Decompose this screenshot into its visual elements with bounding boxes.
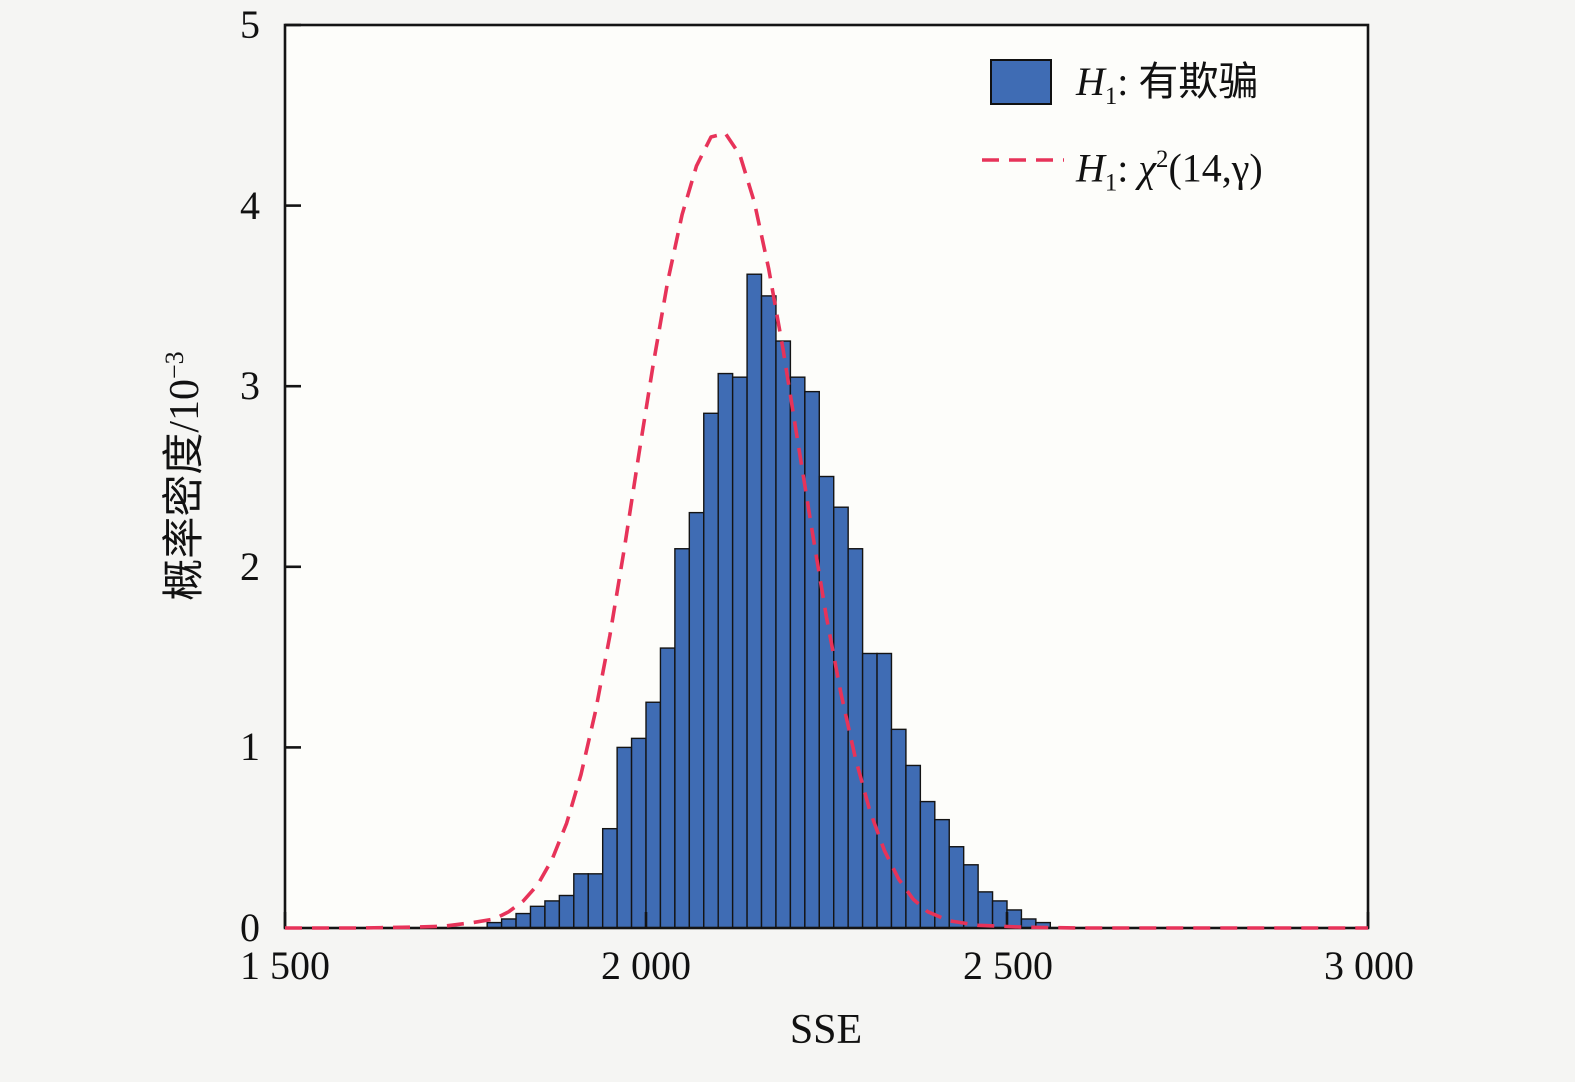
legend-entry-histogram: H1: 有欺骗 — [1076, 58, 1258, 121]
histogram-bar — [861, 652, 878, 929]
legend-2-chi: χ — [1138, 145, 1157, 191]
x-tick-label-3: 3 000 — [1324, 943, 1414, 988]
y-tick-label-0: 0 — [240, 905, 260, 950]
histogram-bar — [616, 746, 633, 929]
histogram-bar — [674, 548, 691, 929]
histogram-bar — [558, 894, 575, 929]
y-axis-label-text: 概率密度/10 — [162, 379, 208, 601]
histogram-bar — [717, 372, 734, 929]
histogram-bar — [529, 905, 546, 929]
x-tick-label-2: 2 500 — [963, 943, 1053, 988]
chi-squared-curve — [285, 131, 1368, 930]
y-axis-label: 概率密度/10−3 — [150, 271, 208, 681]
histogram-bar — [934, 818, 950, 929]
histogram-bar — [703, 412, 719, 929]
histogram-bar — [876, 652, 893, 929]
axes-frame — [283, 23, 1370, 930]
histogram-bar — [544, 900, 561, 929]
legend-2-chi-exponent: 2 — [1156, 146, 1169, 173]
x-tick-label-1: 2 000 — [601, 943, 691, 988]
y-tick-label-3: 3 — [240, 363, 260, 408]
legend-2-text: : — [1117, 145, 1139, 191]
histogram-bar — [630, 737, 647, 929]
histogram-bar — [775, 340, 792, 929]
histogram-bar — [789, 376, 806, 929]
y-tick-label-1: 1 — [240, 724, 260, 769]
histogram-bar — [645, 701, 662, 929]
histogram-bar — [515, 912, 532, 929]
histogram-bar — [659, 647, 676, 929]
histogram-bar — [746, 273, 763, 929]
y-tick-label-2: 2 — [240, 544, 260, 589]
histogram-bar — [991, 900, 1008, 929]
histogram-bar — [890, 728, 907, 929]
x-tick-label-0: 1 500 — [240, 943, 330, 988]
histogram-bar — [962, 864, 979, 929]
y-tick-label-5: 5 — [240, 2, 260, 47]
histogram-bar — [573, 873, 589, 929]
histogram-bar — [818, 475, 835, 929]
x-axis-label: SSE — [789, 1007, 863, 1053]
legend-1-variable: H — [1076, 59, 1105, 104]
histogram-bar — [847, 548, 864, 929]
histogram-bar — [760, 295, 777, 929]
legend-1-text: : 有欺骗 — [1117, 59, 1259, 104]
legend-dashed-line-sample — [982, 158, 1064, 162]
histogram-bar — [804, 390, 820, 929]
legend-histogram-swatch — [990, 59, 1052, 105]
histogram-bar — [688, 511, 705, 929]
legend-2-subscript: 1 — [1104, 169, 1118, 197]
legend-1-subscript: 1 — [1104, 83, 1118, 110]
y-tick-label-4: 4 — [240, 183, 260, 228]
histogram-bar — [587, 873, 604, 929]
y-axis-label-exponent: −3 — [160, 351, 189, 380]
histogram-bar — [919, 800, 936, 929]
legend-entry-curve: H1: χ2(14,γ) — [1076, 136, 1263, 207]
legend-2-variable: H — [1076, 145, 1105, 191]
histogram-bar — [731, 376, 748, 929]
histogram-bar — [977, 891, 994, 929]
histogram-bar — [601, 827, 618, 929]
histogram-bar — [948, 846, 965, 929]
histogram-bar — [500, 918, 517, 929]
legend-2-args: (14,γ) — [1168, 145, 1263, 191]
